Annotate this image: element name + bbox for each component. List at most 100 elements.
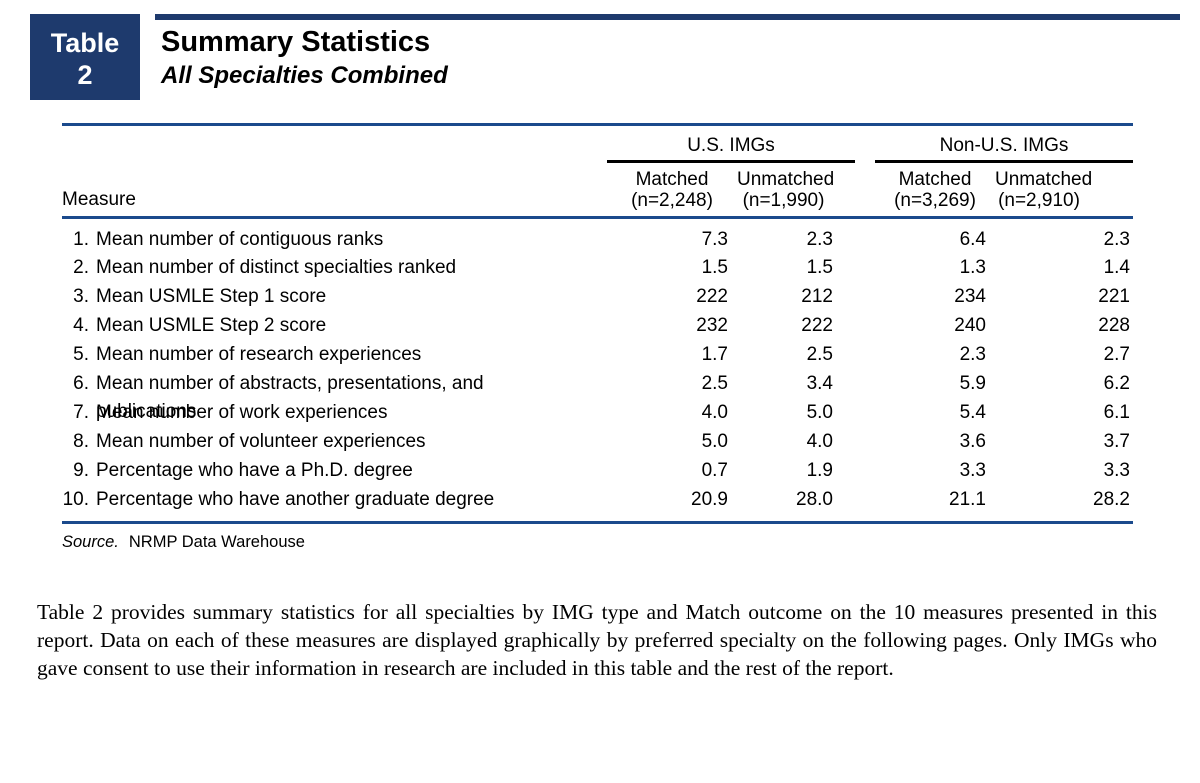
value-cell: 3.3 — [1103, 460, 1130, 481]
column-header-row: Measure Matched (n=2,248) Unmatched (n=1… — [62, 161, 1133, 219]
gap-cell — [855, 283, 875, 312]
value-cell: 3.4 — [806, 373, 833, 394]
table-row: 8. Mean number of volunteer experiences 5… — [62, 428, 1133, 457]
value-cell: 3.7 — [1103, 431, 1130, 452]
column-header-n: (n=1,990) — [742, 190, 825, 211]
gap-cell — [855, 312, 875, 341]
row-label: Mean USMLE Step 1 score — [96, 286, 327, 307]
report-title: Summary Statistics — [161, 26, 431, 58]
gap-cell — [855, 370, 875, 399]
value-cell: 1.7 — [701, 344, 728, 365]
value-cell: 7.3 — [701, 229, 728, 250]
value-cell: 28.0 — [796, 489, 833, 510]
value-cell: 2.3 — [1103, 229, 1130, 250]
summary-table: U.S. IMGs Non-U.S. IMGs Measure Matched … — [62, 123, 1133, 524]
value-cell: 3.3 — [959, 460, 986, 481]
group-header-non-us-imgs: Non-U.S. IMGs — [875, 124, 1133, 163]
header-rule — [155, 14, 1180, 20]
column-header-nonus-unmatched: Unmatched (n=2,910) — [995, 161, 1133, 219]
value-cell: 5.0 — [701, 431, 728, 452]
measure-cell: 2. Mean number of distinct specialties ra… — [62, 254, 607, 283]
gap-cell — [855, 341, 875, 370]
measure-cell: 3. Mean USMLE Step 1 score — [62, 283, 607, 312]
value-cell: 21.1 — [949, 489, 986, 510]
summary-table-section: U.S. IMGs Non-U.S. IMGs Measure Matched … — [62, 123, 1133, 552]
value-cell: 5.9 — [959, 373, 986, 394]
row-label: Mean number of research experiences — [96, 344, 422, 365]
table-row: 9. Percentage who have a Ph.D. degree 0.7… — [62, 457, 1133, 486]
measure-cell: 6. Mean number of abstracts, presentation… — [62, 370, 607, 422]
value-cell: 1.5 — [701, 257, 728, 278]
source-label: Source. — [62, 533, 119, 551]
source-text: NRMP Data Warehouse — [128, 533, 305, 551]
value-cell: 222 — [696, 286, 728, 307]
value-cell: 6.2 — [1103, 373, 1130, 394]
row-label: Mean number of volunteer experiences — [96, 431, 426, 452]
value-cell: 0.7 — [701, 460, 728, 481]
value-cell: 6.1 — [1103, 402, 1130, 423]
table-number-value: 2 — [77, 60, 93, 90]
value-cell: 3.6 — [959, 431, 986, 452]
row-number: 7. — [73, 402, 89, 423]
value-cell: 232 — [696, 315, 728, 336]
source-note: Source. NRMP Data Warehouse — [62, 533, 1133, 552]
value-cell: 5.4 — [959, 402, 986, 423]
value-cell: 28.2 — [1093, 489, 1130, 510]
table-row: 3. Mean USMLE Step 1 score 222 212 234 22… — [62, 283, 1133, 312]
value-cell: 221 — [1098, 286, 1130, 307]
group-header-row: U.S. IMGs Non-U.S. IMGs — [62, 124, 1133, 163]
column-header-line: Matched — [635, 169, 709, 190]
group-gap — [855, 125, 875, 162]
value-cell: 20.9 — [691, 489, 728, 510]
value-cell: 228 — [1098, 315, 1130, 336]
value-cell: 1.9 — [806, 460, 833, 481]
row-number: 1. — [73, 229, 89, 250]
body-paragraph: Table 2 provides summary statistics for … — [37, 600, 1157, 680]
table-row: 7. Mean number of work experiences 4.0 5.… — [62, 399, 1133, 428]
title-block: Summary Statistics All Specialties Combi… — [161, 26, 448, 91]
column-header-n: (n=3,269) — [894, 190, 976, 211]
column-header-us-matched: Matched (n=2,248) — [607, 161, 737, 219]
row-number: 3. — [73, 286, 89, 307]
row-number: 10. — [62, 489, 89, 510]
group-header-us-imgs: U.S. IMGs — [607, 124, 855, 163]
row-label: Mean USMLE Step 2 score — [96, 315, 327, 336]
measure-cell: 8. Mean number of volunteer experiences — [62, 428, 607, 457]
value-cell: 222 — [801, 315, 833, 336]
table-row: 6. Mean number of abstracts, presentation… — [62, 370, 1133, 422]
measure-cell: 4. Mean USMLE Step 2 score — [62, 312, 607, 341]
column-gap — [855, 161, 875, 219]
value-cell: 2.7 — [1103, 344, 1130, 365]
value-cell: 2.5 — [701, 373, 728, 394]
column-header-n: (n=2,248) — [631, 190, 713, 211]
gap-cell — [855, 457, 875, 486]
table-number-box: Table 2 — [30, 14, 140, 100]
column-header-line: Unmatched — [737, 169, 835, 190]
measure-cell: 1. Mean number of contiguous ranks — [62, 219, 607, 250]
value-cell: 212 — [801, 286, 833, 307]
gap-cell — [855, 486, 875, 523]
gap-cell — [855, 399, 875, 428]
row-label: Mean number of contiguous ranks — [96, 229, 384, 250]
row-number: 9. — [73, 460, 89, 481]
table-number-word: Table — [50, 28, 120, 58]
value-cell: 2.3 — [959, 344, 986, 365]
column-header-line: Matched — [898, 169, 972, 190]
column-header-measure: Measure — [62, 161, 607, 219]
row-number: 4. — [73, 315, 89, 336]
table-row: 10. Percentage who have another graduate … — [62, 486, 1133, 523]
measure-cell: 9. Percentage who have a Ph.D. degree — [62, 457, 607, 486]
value-cell: 240 — [954, 315, 986, 336]
table-row: 5. Mean number of research experiences 1.… — [62, 341, 1133, 370]
gap-cell — [855, 428, 875, 457]
report-subtitle: All Specialties Combined — [161, 62, 448, 89]
row-label: Mean number of work experiences — [96, 402, 388, 423]
value-cell: 1.4 — [1103, 257, 1130, 278]
measure-cell: 5. Mean number of research experiences — [62, 341, 607, 370]
column-header-n: (n=2,910) — [998, 190, 1080, 211]
measure-cell: 10. Percentage who have another graduate … — [62, 486, 607, 515]
group-header-spacer — [62, 125, 607, 162]
column-header-nonus-matched: Matched (n=3,269) — [875, 161, 995, 219]
row-label: Percentage who have another graduate deg… — [96, 489, 495, 510]
gap-cell — [855, 254, 875, 283]
